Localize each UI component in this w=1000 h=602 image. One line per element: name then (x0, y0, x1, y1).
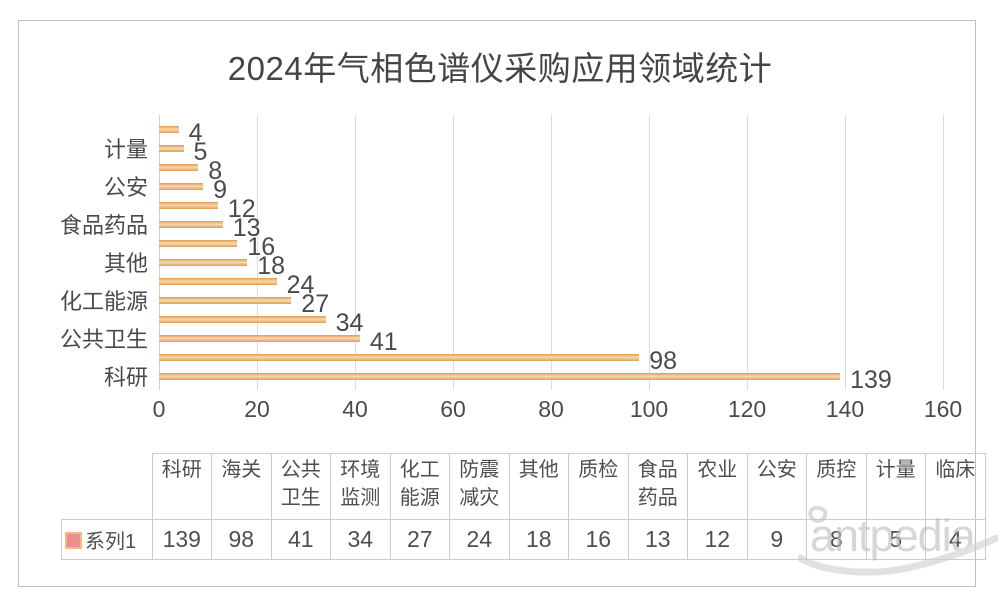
y-axis-category-label: 其他 (103, 250, 148, 276)
bar-计量 (159, 145, 184, 153)
bar-公安 (159, 183, 204, 191)
x-tick-label: 160 (923, 396, 963, 422)
bar-海关 (159, 354, 640, 362)
table-col-header: 食品药品 (627, 453, 688, 520)
series-name: 系列1 (85, 531, 137, 553)
y-axis-category-label: 科研 (103, 364, 148, 390)
chart-title: 2024年气相色谱仪采购应用领域统计 (227, 50, 773, 87)
gridline-0 (159, 115, 160, 390)
bar-其他 (159, 259, 248, 267)
table-col-header: 化工能源 (389, 453, 450, 520)
x-tick-label: 80 (538, 396, 564, 422)
bar-value-label: 12 (227, 194, 256, 223)
bar-农业 (159, 202, 218, 210)
gridline-120 (747, 115, 748, 390)
bar-value-label: 41 (369, 327, 398, 356)
table-value-cell: 24 (449, 519, 510, 560)
bar-value-label: 16 (247, 232, 276, 261)
table-col-header: 质检 (568, 453, 629, 520)
table-col-header: 临床 (925, 453, 986, 520)
table-data-row: 系列1 139 98 41 34 27 24 18 16 13 12 9 8 5 4 (61, 519, 986, 560)
table-col-header: 环境监测 (330, 453, 391, 520)
y-axis-category-label: 食品药品 (59, 212, 148, 238)
table-col-header: 公安 (746, 453, 807, 520)
bar-value-label: 4 (188, 118, 203, 147)
x-tick-label: 0 (152, 396, 166, 422)
table-col-header: 质控 (806, 453, 867, 520)
gridline-60 (453, 115, 454, 390)
table-value-cell: 13 (627, 519, 688, 560)
x-tick-label: 40 (342, 396, 368, 422)
series-legend-cell: 系列1 (61, 519, 153, 560)
x-tick-label: 20 (244, 396, 270, 422)
series-legend-marker-icon (65, 532, 82, 549)
table-value-cell: 9 (746, 519, 807, 560)
table-value-cell: 34 (330, 519, 391, 560)
bar-科研 (159, 373, 841, 381)
bar-value-label: 13 (232, 213, 261, 242)
table-col-header: 其他 (508, 453, 569, 520)
y-axis-category-label: 计量 (103, 136, 148, 162)
table-col-header: 农业 (687, 453, 748, 520)
table-value-cell: 98 (211, 519, 272, 560)
bar-value-label: 9 (213, 175, 227, 204)
bar-食品药品 (159, 221, 223, 229)
table-corner-blank (62, 454, 153, 520)
table-col-header: 科研 (151, 453, 212, 520)
bar-公共卫生 (159, 335, 360, 343)
table-col-header: 公共卫生 (270, 453, 331, 520)
table-value-cell: 18 (508, 519, 569, 560)
y-axis-category-label: 公共卫生 (59, 326, 148, 352)
y-axis-category-label: 公安 (103, 174, 148, 200)
data-table: 科研 海关 公共卫生 环境监测 化工能源 防震减灾 其他 质检 食品药品 农业 公安 质控 计量 临床 系… (61, 453, 986, 560)
x-tick-label: 100 (629, 396, 669, 422)
table-value-cell: 41 (270, 519, 331, 560)
table-value-cell: 139 (151, 519, 212, 560)
bar-value-label: 18 (257, 251, 285, 280)
bar-value-label: 98 (649, 346, 677, 375)
gridline-160 (943, 115, 944, 390)
bar-环境监测 (159, 316, 326, 324)
x-tick-label: 60 (440, 396, 466, 422)
bar-value-label: 139 (850, 365, 892, 394)
bar-value-label: 24 (286, 270, 315, 299)
table-value-cell: 27 (389, 519, 450, 560)
bar-value-label: 5 (193, 137, 208, 166)
bar-防震减灾 (159, 278, 277, 286)
bar-value-label: 34 (335, 308, 364, 337)
x-tick-label: 140 (825, 396, 865, 422)
gridline-80 (551, 115, 552, 390)
bar-质控 (159, 164, 199, 172)
gridline-100 (649, 115, 650, 390)
table-value-cell: 16 (568, 519, 629, 560)
table-header-row: 科研 海关 公共卫生 环境监测 化工能源 防震减灾 其他 质检 食品药品 农业 公安 质控 计量 临床 (62, 453, 986, 520)
table-col-header: 海关 (211, 453, 272, 520)
bar-临床 (159, 126, 179, 133)
table-col-header: 防震减灾 (449, 453, 510, 520)
x-tick-label: 120 (727, 396, 767, 422)
bar-value-label: 27 (301, 289, 330, 318)
table-value-cell: 12 (687, 519, 748, 560)
gridline-40 (355, 115, 356, 390)
table-col-header: 计量 (865, 453, 926, 520)
bar-化工能源 (159, 297, 292, 305)
table-value-cell: 5 (865, 519, 926, 560)
bar-质检 (159, 240, 238, 248)
gridline-20 (257, 115, 258, 390)
table-value-cell: 8 (806, 519, 867, 560)
y-axis-category-label: 化工能源 (59, 288, 148, 314)
bar-value-label: 8 (208, 156, 223, 185)
table-value-cell: 4 (925, 519, 986, 560)
gridline-140 (845, 115, 846, 390)
